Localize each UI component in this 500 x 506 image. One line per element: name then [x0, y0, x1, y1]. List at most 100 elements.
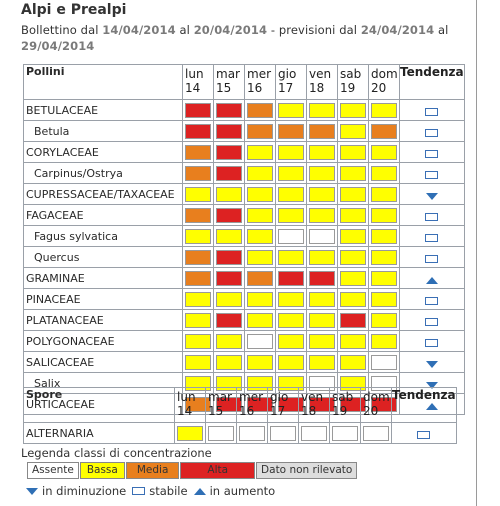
level-low [309, 102, 335, 118]
trend-cell [399, 162, 465, 184]
concentration-cell [244, 330, 276, 352]
day-name: gio [278, 67, 297, 81]
day-name: mer [247, 67, 272, 81]
day-name: lun [185, 67, 204, 81]
level-high [216, 249, 242, 265]
legend-low: Bassa [79, 462, 125, 479]
taxon-name: PINACEAE [23, 288, 183, 310]
concentration-cell [275, 162, 307, 184]
day-number: 18 [309, 81, 325, 95]
level-high [216, 312, 242, 328]
concentration-cell [368, 99, 400, 121]
trend-header: Tendenza [399, 64, 465, 100]
day-number: 14 [185, 81, 201, 95]
level-high [340, 312, 366, 328]
pollen-row: Quercus [23, 246, 465, 268]
day-header: lun 14 [174, 387, 206, 423]
concentration-cell [182, 288, 214, 310]
pollen-row: BETULACEAE [23, 99, 465, 121]
level-high [185, 102, 211, 118]
day-name: ven [301, 390, 324, 404]
level-absent [270, 425, 296, 441]
day-number: 20 [371, 81, 387, 95]
pollen-row: PINACEAE [23, 288, 465, 310]
level-high [216, 207, 242, 223]
day-number: 16 [239, 404, 255, 418]
level-low [185, 333, 211, 349]
pollen-row: GRAMINAE [23, 267, 465, 289]
trend-up-label: in aumento [209, 484, 276, 498]
pollen-row: SALICACEAE [23, 351, 465, 373]
down-arrow-icon [425, 360, 438, 368]
stable-icon [425, 212, 439, 221]
level-low [278, 312, 304, 328]
level-absent [247, 333, 273, 349]
day-header: ven 18 [306, 64, 338, 100]
concentration-cell [182, 267, 214, 289]
level-low [278, 333, 304, 349]
trend-stable-label: stabile [149, 484, 188, 498]
trend-down-label: in diminuzione [42, 484, 127, 498]
taxon-name: CORYLACEAE [23, 141, 183, 163]
level-low [185, 291, 211, 307]
down-arrow-icon [425, 381, 438, 389]
level-medium [185, 144, 211, 160]
concentration-cell [337, 141, 369, 163]
legend-title: Legenda classi di concentrazione [21, 446, 212, 460]
legend-na: Dato non rilevato [256, 462, 358, 479]
concentration-cell [337, 162, 369, 184]
level-low [309, 291, 335, 307]
legend-absent: Assente [27, 462, 79, 479]
trend-cell [399, 183, 465, 205]
concentration-cell [275, 183, 307, 205]
concentration-cell [337, 330, 369, 352]
concentration-cell [306, 246, 338, 268]
level-high [216, 144, 242, 160]
level-low [185, 228, 211, 244]
level-low [309, 186, 335, 202]
pollen-row: CORYLACEAE [23, 141, 465, 163]
level-low [309, 354, 335, 370]
pollen-row: PLATANACEAE [23, 309, 465, 331]
concentration-cell [213, 309, 245, 331]
level-low [185, 186, 211, 202]
day-header: sab 19 [329, 387, 361, 423]
trend-cell [399, 351, 465, 373]
level-low [247, 249, 273, 265]
concentration-cell [182, 204, 214, 226]
level-absent [301, 425, 327, 441]
trend-cell [399, 246, 465, 268]
level-low [247, 207, 273, 223]
level-low [371, 312, 397, 328]
concentration-cell [368, 204, 400, 226]
concentration-cell [306, 267, 338, 289]
level-low [185, 354, 211, 370]
day-number: 19 [332, 404, 348, 418]
level-low [371, 207, 397, 223]
taxon-name: Carpinus/Ostrya [23, 162, 183, 184]
bulletin-from-date: 14/04/2014 [102, 23, 176, 37]
level-low [309, 144, 335, 160]
taxon-name: GRAMINAE [23, 267, 183, 289]
concentration-cell [368, 288, 400, 310]
day-number: 14 [177, 404, 193, 418]
concentration-cell [337, 288, 369, 310]
level-low [371, 186, 397, 202]
level-low [247, 228, 273, 244]
concentration-cell [298, 422, 330, 444]
day-name: sab [340, 67, 362, 81]
concentration-cell [275, 246, 307, 268]
concentration-cell [368, 141, 400, 163]
level-low [371, 228, 397, 244]
taxon-name: BETULACEAE [23, 99, 183, 121]
concentration-cell [244, 99, 276, 121]
concentration-cell [213, 99, 245, 121]
level-low [216, 354, 242, 370]
level-low [340, 102, 366, 118]
concentration-cell [182, 141, 214, 163]
pollen-row: Fagus sylvatica [23, 225, 465, 247]
level-low [340, 354, 366, 370]
level-low [247, 186, 273, 202]
trend-cell [399, 141, 465, 163]
day-header: mar 15 [213, 64, 245, 100]
